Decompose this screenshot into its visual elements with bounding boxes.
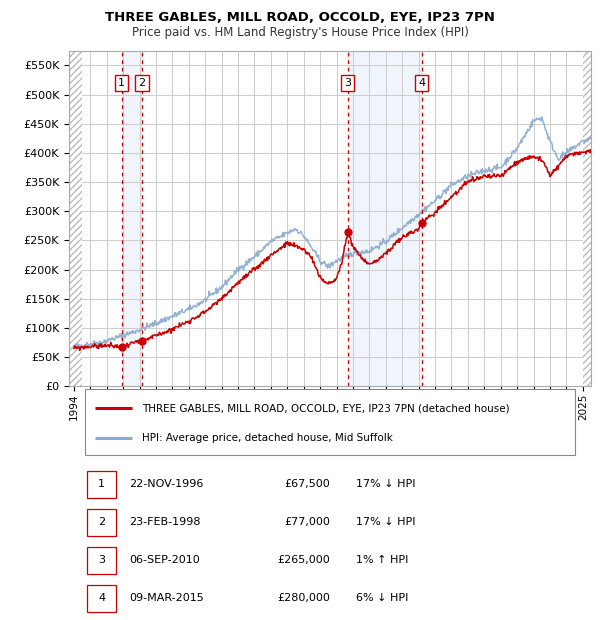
Text: 1: 1 — [98, 479, 105, 489]
Text: 4: 4 — [98, 593, 105, 603]
Text: 09-MAR-2015: 09-MAR-2015 — [129, 593, 204, 603]
Text: 22-NOV-1996: 22-NOV-1996 — [129, 479, 203, 489]
Bar — [85, 389, 575, 456]
Text: 23-FEB-1998: 23-FEB-1998 — [129, 517, 200, 528]
Text: 2: 2 — [139, 78, 146, 87]
Text: £280,000: £280,000 — [277, 593, 330, 603]
Text: HPI: Average price, detached house, Mid Suffolk: HPI: Average price, detached house, Mid … — [142, 433, 393, 443]
Bar — [87, 585, 116, 612]
Text: 2: 2 — [98, 517, 105, 528]
Bar — [348, 51, 422, 386]
Text: 17% ↓ HPI: 17% ↓ HPI — [356, 479, 416, 489]
Text: £77,000: £77,000 — [284, 517, 330, 528]
Bar — [583, 51, 591, 386]
Bar — [87, 509, 116, 536]
Text: Price paid vs. HM Land Registry's House Price Index (HPI): Price paid vs. HM Land Registry's House … — [131, 26, 469, 39]
Bar — [87, 547, 116, 574]
Bar — [87, 471, 116, 498]
Text: 1: 1 — [118, 78, 125, 87]
Text: THREE GABLES, MILL ROAD, OCCOLD, EYE, IP23 7PN (detached house): THREE GABLES, MILL ROAD, OCCOLD, EYE, IP… — [142, 403, 510, 413]
Text: 3: 3 — [98, 556, 105, 565]
Text: £67,500: £67,500 — [284, 479, 330, 489]
Bar — [122, 51, 142, 386]
Bar — [69, 51, 82, 386]
Text: 17% ↓ HPI: 17% ↓ HPI — [356, 517, 416, 528]
Text: 4: 4 — [418, 78, 425, 87]
Text: 06-SEP-2010: 06-SEP-2010 — [129, 556, 200, 565]
Text: £265,000: £265,000 — [277, 556, 330, 565]
Text: 6% ↓ HPI: 6% ↓ HPI — [356, 593, 409, 603]
Text: 1% ↑ HPI: 1% ↑ HPI — [356, 556, 409, 565]
Text: THREE GABLES, MILL ROAD, OCCOLD, EYE, IP23 7PN: THREE GABLES, MILL ROAD, OCCOLD, EYE, IP… — [105, 11, 495, 24]
Text: 3: 3 — [344, 78, 351, 87]
